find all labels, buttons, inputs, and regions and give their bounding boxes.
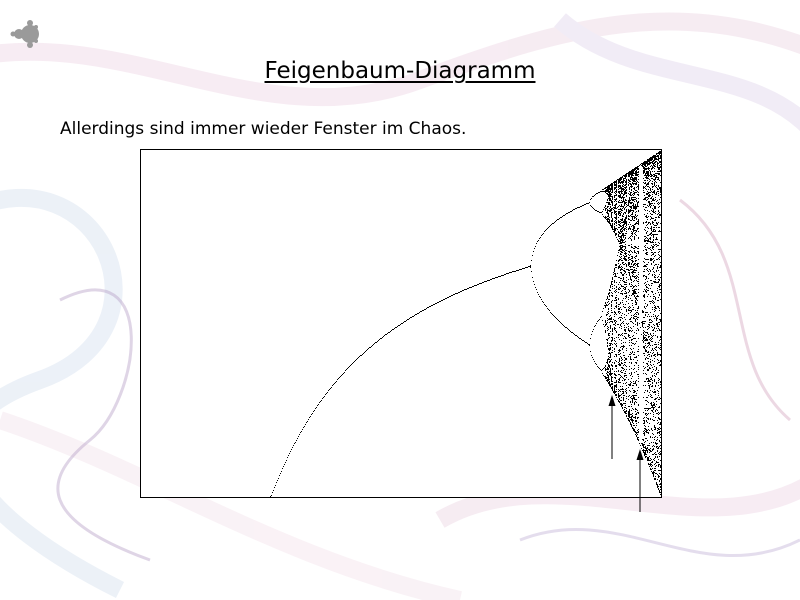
swirl-stroke: [554, 13, 800, 132]
swirl-stroke: [679, 198, 791, 422]
swirl-stroke: [519, 528, 800, 557]
feigenbaum-diagram: [140, 149, 662, 498]
bifurcation-point-cloud: [140, 151, 662, 498]
slide-subtitle: Allerdings sind immer wieder Fenster im …: [60, 119, 467, 139]
swirl-stroke: [0, 12, 800, 107]
slide-title: Feigenbaum-Diagramm: [264, 58, 536, 84]
swirl-stroke: [435, 478, 800, 528]
bifurcation-points: [140, 151, 662, 498]
swirl-stroke: [0, 411, 462, 600]
mandelbrot-logo-icon: [10, 20, 39, 48]
swirl-stroke: [0, 188, 125, 599]
diagram-frame: [140, 149, 662, 498]
swirl-stroke: [56, 288, 151, 562]
